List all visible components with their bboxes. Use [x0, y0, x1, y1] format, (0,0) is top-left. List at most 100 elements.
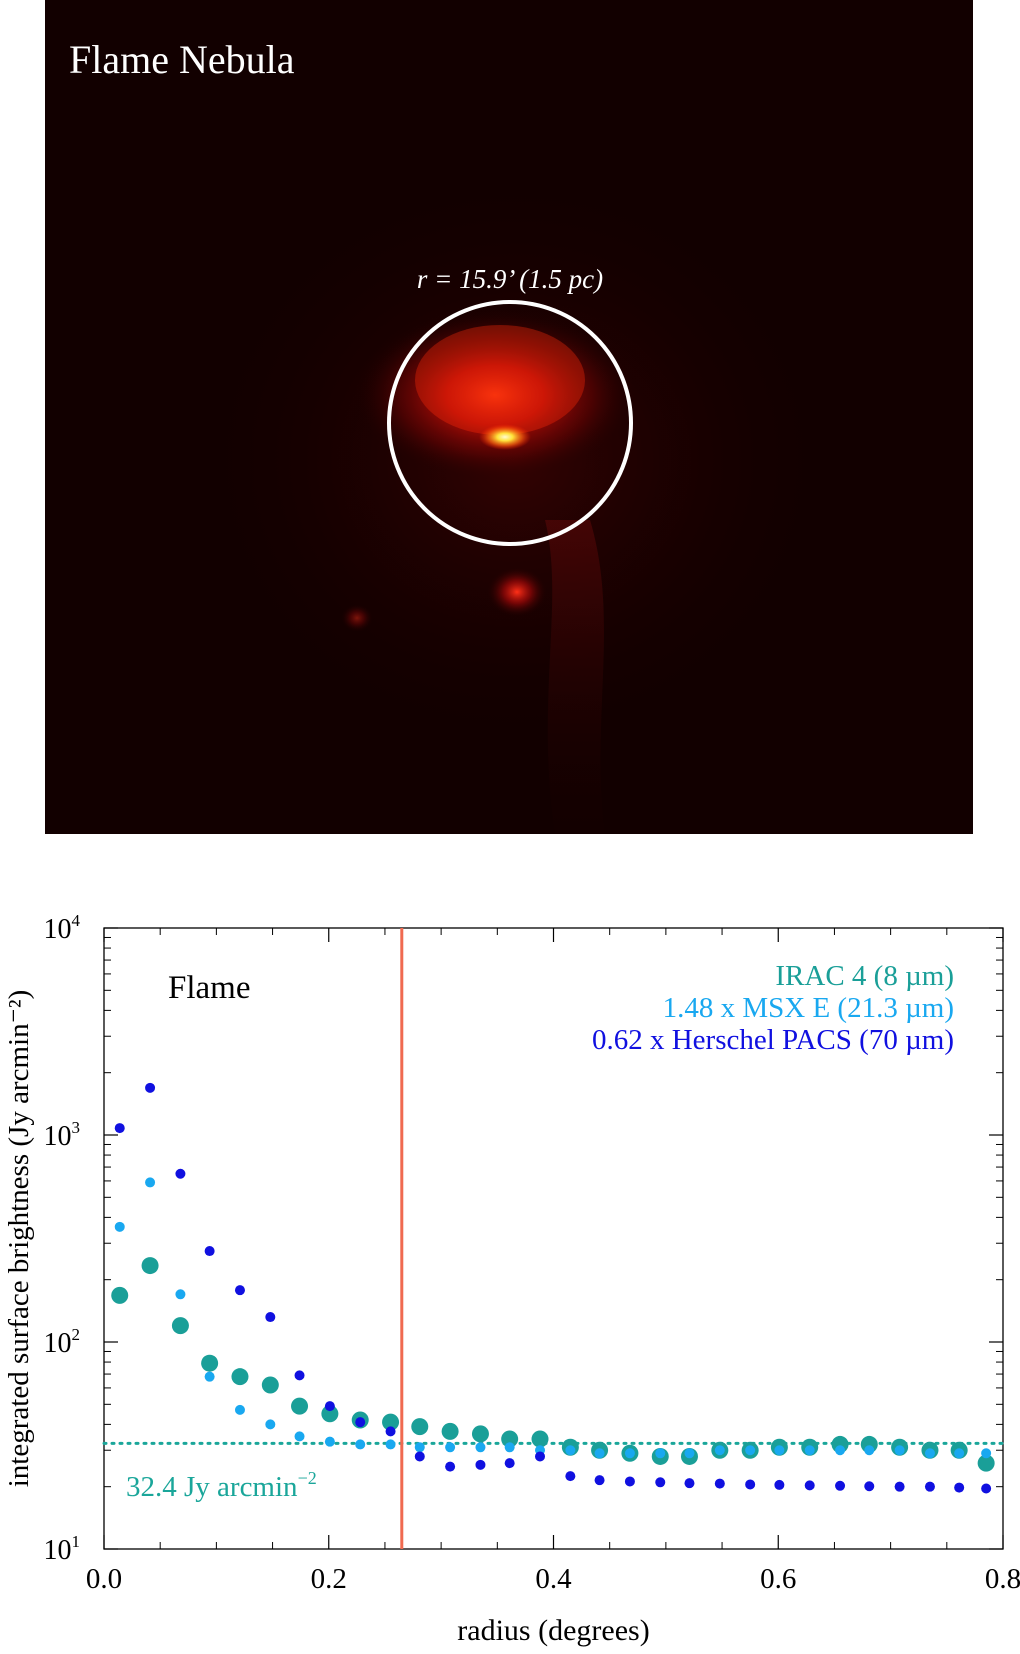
- irac4-point: [977, 1454, 995, 1472]
- pacs-point: [894, 1481, 905, 1492]
- pacs-point: [445, 1461, 456, 1472]
- irac4-point: [411, 1418, 429, 1436]
- irac4-point: [141, 1257, 159, 1275]
- pacs-point: [204, 1246, 215, 1257]
- msx-e-point: [624, 1448, 635, 1459]
- x-axis-label: radius (degrees): [457, 1614, 649, 1647]
- pacs-point: [864, 1481, 875, 1492]
- pacs-point: [954, 1482, 965, 1493]
- secondary-source: [487, 567, 547, 617]
- msx-e-point: [265, 1419, 276, 1430]
- nebula-image: Flame Nebula r = 15.9’ (1.5 pc): [45, 0, 973, 834]
- pacs-point: [835, 1480, 846, 1491]
- msx-e-point: [954, 1448, 965, 1459]
- pacs-point: [655, 1477, 666, 1488]
- msx-e-point: [114, 1221, 125, 1232]
- irac4-point: [291, 1397, 309, 1415]
- pacs-point: [175, 1168, 186, 1179]
- pacs-point: [924, 1481, 935, 1492]
- dust-pillar: [545, 520, 605, 834]
- pacs-point: [324, 1401, 335, 1412]
- nebula-bright-region: [415, 325, 585, 435]
- msx-e-point: [684, 1448, 695, 1459]
- x-tick-label: 0.8: [985, 1563, 1020, 1595]
- pacs-point: [145, 1082, 156, 1093]
- msx-e-point: [204, 1371, 215, 1382]
- pacs-point: [294, 1370, 305, 1381]
- image-title: Flame Nebula: [69, 37, 295, 82]
- msx-e-point: [385, 1439, 396, 1450]
- msx-e-point: [234, 1404, 245, 1415]
- msx-e-point: [565, 1445, 576, 1456]
- irac4-point: [201, 1354, 219, 1372]
- legend-pacs: 0.62 x Herschel PACS (70 µm): [592, 1024, 954, 1056]
- y-tick-label: 101: [44, 1532, 81, 1566]
- aperture-circle: [387, 300, 633, 546]
- pacs-point: [804, 1480, 815, 1491]
- irac4-point: [501, 1430, 519, 1448]
- pacs-point: [114, 1123, 125, 1134]
- msx-e-point: [655, 1448, 666, 1459]
- panel-label: Flame: [168, 970, 250, 1006]
- pacs-point: [355, 1417, 366, 1428]
- msx-e-point: [324, 1436, 335, 1447]
- irac4-point: [231, 1368, 249, 1386]
- msx-e-point: [594, 1448, 605, 1459]
- faint-source: [341, 604, 373, 632]
- pacs-point: [265, 1312, 276, 1323]
- msx-e-point: [981, 1448, 992, 1459]
- chart: 0.0 0.2 0.4 0.6 0.8 101 102 103 104 IRAC 4 (8 µm)…: [3, 911, 1020, 1647]
- msx-e-point: [864, 1445, 875, 1456]
- msx-e-point: [774, 1445, 785, 1456]
- y-tick-label: 103: [44, 1118, 81, 1152]
- x-tick-label: 0.2: [311, 1563, 347, 1595]
- pacs-point: [594, 1475, 605, 1486]
- msx-e-point: [504, 1442, 515, 1453]
- pacs-point: [475, 1459, 486, 1470]
- pacs-point: [234, 1285, 245, 1296]
- msx-e-point: [475, 1442, 486, 1453]
- x-tick-label: 0.4: [535, 1563, 572, 1595]
- msx-e-point: [894, 1445, 905, 1456]
- irac4-point: [261, 1376, 279, 1394]
- msx-e-point: [175, 1289, 186, 1300]
- pacs-point: [981, 1483, 992, 1494]
- pacs-point: [535, 1451, 546, 1462]
- y-tick-label: 104: [44, 911, 81, 945]
- pacs-point: [684, 1478, 695, 1489]
- msx-e-point: [445, 1442, 456, 1453]
- msx-e-point: [355, 1439, 366, 1450]
- nebula-core: [479, 424, 531, 450]
- pacs-point: [565, 1471, 576, 1482]
- radial-profile-plot: 0.0 0.2 0.4 0.6 0.8 101 102 103 104 IRAC 4 (8 µm)…: [0, 880, 1020, 1649]
- y-tick-label: 102: [44, 1325, 81, 1359]
- pacs-point: [774, 1479, 785, 1490]
- irac4-point: [531, 1430, 549, 1448]
- pacs-point: [745, 1479, 756, 1490]
- aperture-label: r = 15.9’ (1.5 pc): [417, 264, 603, 294]
- pacs-point: [414, 1451, 425, 1462]
- msx-e-point: [145, 1177, 156, 1188]
- nebula-image-panel: Flame Nebula r = 15.9’ (1.5 pc): [45, 0, 973, 834]
- x-tick-label: 0.6: [760, 1563, 796, 1595]
- irac4-point: [321, 1405, 339, 1423]
- y-axis-label: integrated surface brightness (Jy arcmin…: [3, 990, 35, 1488]
- msx-e-point: [414, 1442, 425, 1453]
- msx-e-point: [804, 1445, 815, 1456]
- x-tick-label: 0.0: [86, 1563, 122, 1595]
- legend-irac4: IRAC 4 (8 µm): [775, 960, 954, 992]
- pacs-point: [714, 1478, 725, 1489]
- pacs-point: [624, 1476, 635, 1487]
- irac4-point: [441, 1422, 459, 1440]
- msx-e-point: [745, 1445, 756, 1456]
- legend-msx-e: 1.48 x MSX E (21.3 µm): [663, 992, 954, 1024]
- nebula-glow: [355, 310, 635, 480]
- irac4-point: [111, 1286, 129, 1304]
- threshold-annotation: 32.4 Jy arcmin−2: [126, 1468, 317, 1503]
- irac4-point: [171, 1317, 189, 1335]
- msx-e-point: [294, 1431, 305, 1442]
- irac4-point: [382, 1413, 400, 1431]
- pacs-point: [385, 1426, 396, 1437]
- irac4-point: [471, 1425, 489, 1443]
- pacs-point: [504, 1458, 515, 1469]
